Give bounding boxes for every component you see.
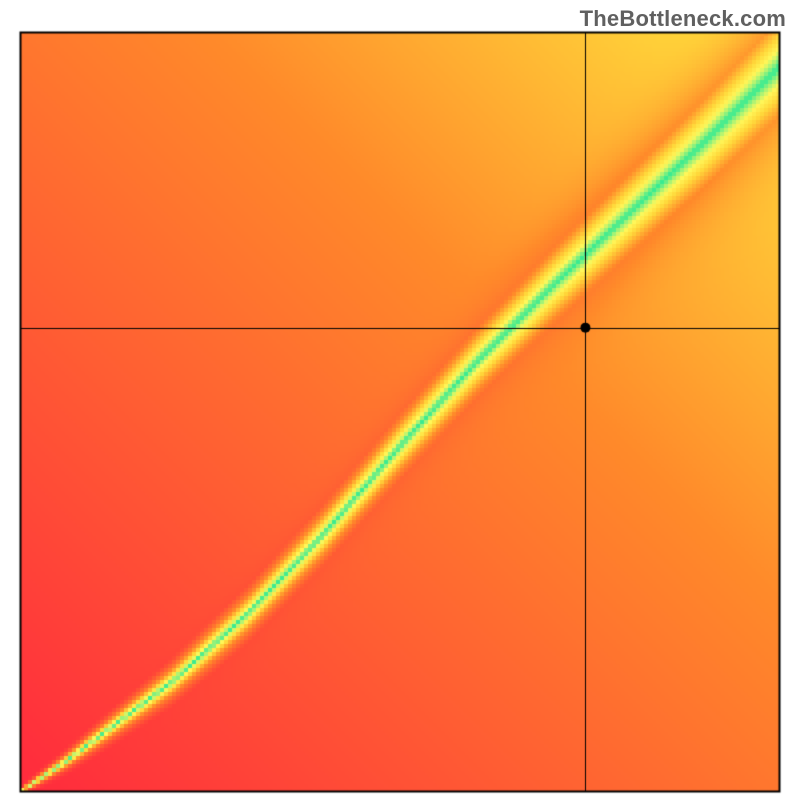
watermark-text: TheBottleneck.com bbox=[580, 6, 786, 32]
chart-container: TheBottleneck.com bbox=[0, 0, 800, 800]
bottleneck-heatmap bbox=[0, 0, 800, 800]
